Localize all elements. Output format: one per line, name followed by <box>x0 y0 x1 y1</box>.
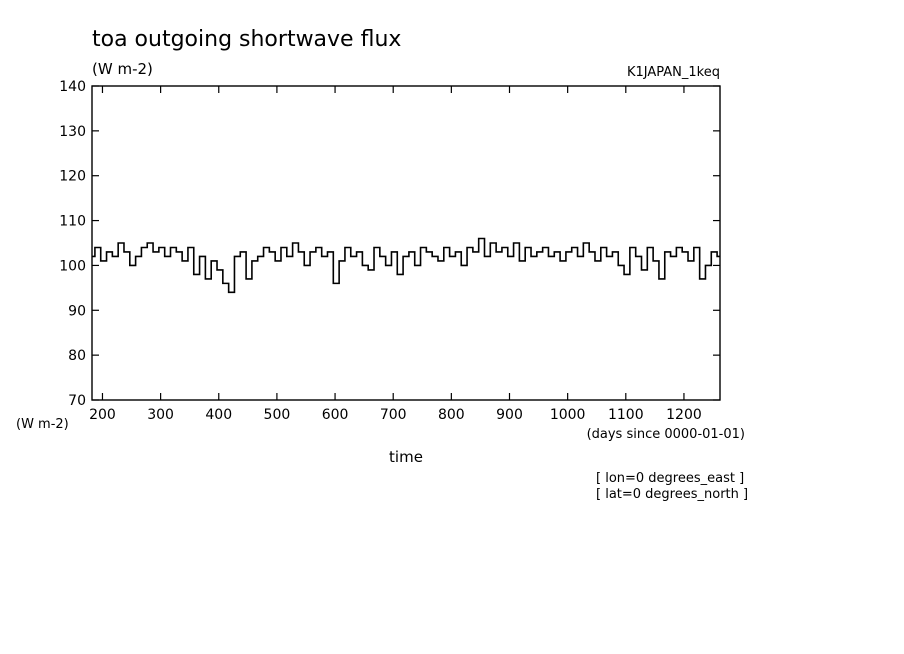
y-tick-label: 140 <box>59 79 86 95</box>
x-tick-label: 900 <box>496 407 523 423</box>
plot-frame <box>91 85 721 401</box>
x-tick-label: 400 <box>205 407 232 423</box>
y-tick-label: 130 <box>59 124 86 140</box>
x-tick-label: 300 <box>147 407 174 423</box>
y-tick-label: 110 <box>59 214 86 230</box>
x-tick-label: 500 <box>264 407 291 423</box>
units-label: (W m-2) <box>92 60 153 78</box>
x-axis: 200 300 400 500 600 700 800 900 1000 1100 1200 <box>89 86 702 423</box>
chart-title: toa outgoing shortwave flux <box>92 27 401 52</box>
x-units-label: (days since 0000-01-01) <box>587 427 745 442</box>
x-tick-label: 200 <box>89 407 116 423</box>
annotation-lon: [ lon=0 degrees_east ] <box>596 471 744 486</box>
x-axis-label: time <box>389 448 423 466</box>
y-tick-label: 70 <box>68 393 86 409</box>
y-tick-label: 90 <box>68 303 86 319</box>
x-tick-label: 1000 <box>550 407 586 423</box>
y-tick-label: 120 <box>59 169 86 185</box>
annotation-lat: [ lat=0 degrees_north ] <box>596 487 748 502</box>
y-tick-label: 100 <box>59 258 86 274</box>
x-tick-label: 1100 <box>608 407 644 423</box>
series-line <box>92 237 720 294</box>
y-axis-label: (W m-2) <box>16 417 69 432</box>
y-axis: 70 80 90 100 110 120 130 140 <box>59 79 720 409</box>
x-tick-label: 600 <box>322 407 349 423</box>
x-tick-label: 800 <box>438 407 465 423</box>
x-tick-label: 700 <box>380 407 407 423</box>
y-tick-label: 80 <box>68 348 86 364</box>
dataset-label: K1JAPAN_1keq <box>627 65 720 80</box>
x-tick-label: 1200 <box>666 407 702 423</box>
